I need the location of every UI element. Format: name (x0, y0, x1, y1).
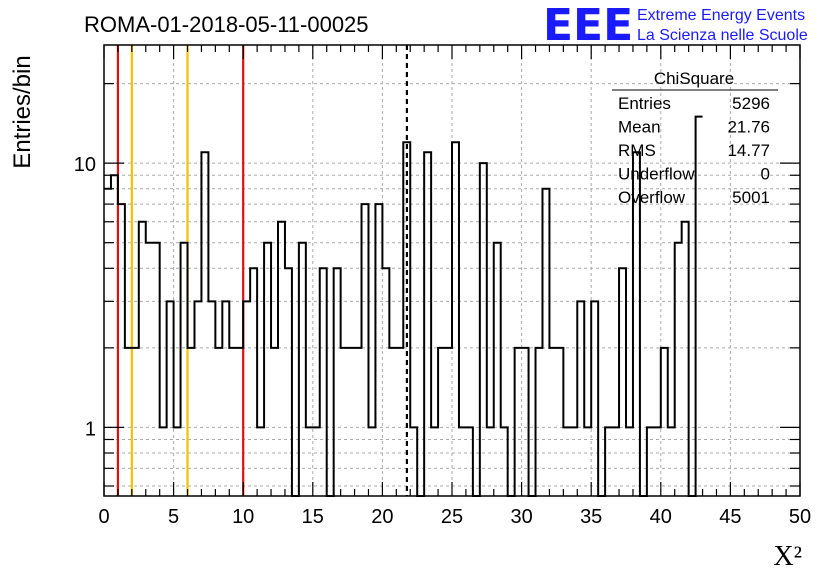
eee-logo-line-1: Extreme Energy Events (637, 7, 805, 24)
x-tick-label: 0 (98, 506, 109, 528)
stats-label: RMS (618, 141, 656, 160)
y-tick-label: 10 (74, 154, 96, 176)
stats-value: 5001 (732, 188, 770, 207)
x-tick-label: 30 (510, 506, 532, 528)
chart-title: ROMA-01-2018-05-11-00025 (84, 12, 369, 37)
axis-ticks (103, 45, 801, 496)
x-tick-label: 40 (650, 506, 672, 528)
stats-value: 14.77 (727, 141, 770, 160)
stats-label: Underflow (618, 165, 695, 184)
x-axis-label: X² (773, 541, 802, 572)
stats-value: 21.76 (727, 118, 770, 137)
y-tick-label: 1 (85, 418, 96, 440)
stats-box: ChiSquare Entries 5296 Mean 21.76 RMS 14.77 Un… (612, 69, 778, 207)
eee-logo-line-2: La Scienza nelle Scuole (637, 27, 808, 44)
x-tick-label: 50 (789, 506, 811, 528)
stats-label: Entries (618, 94, 671, 113)
x-tick-label: 20 (371, 506, 393, 528)
stats-label: Overflow (618, 188, 686, 207)
eee-logo-mark: EEE (543, 0, 633, 51)
x-tick-labels: 0 5 10 15 20 25 30 35 40 45 50 (98, 506, 811, 528)
y-tick-labels: 1 10 (74, 154, 96, 440)
x-tick-label: 5 (168, 506, 179, 528)
y-axis-label: Entries/bin (9, 55, 36, 168)
x-tick-label: 25 (441, 506, 463, 528)
eee-logo: EEE Extreme Energy Events La Scienza nel… (543, 0, 808, 51)
stats-label: Mean (618, 118, 661, 137)
histogram-line (104, 115, 703, 497)
x-tick-label: 35 (580, 506, 602, 528)
stats-box-title: ChiSquare (654, 69, 734, 88)
x-tick-label: 15 (302, 506, 324, 528)
x-tick-label: 45 (719, 506, 741, 528)
x-tick-label: 10 (232, 506, 254, 528)
stats-value: 5296 (732, 94, 770, 113)
stats-value: 0 (761, 165, 770, 184)
